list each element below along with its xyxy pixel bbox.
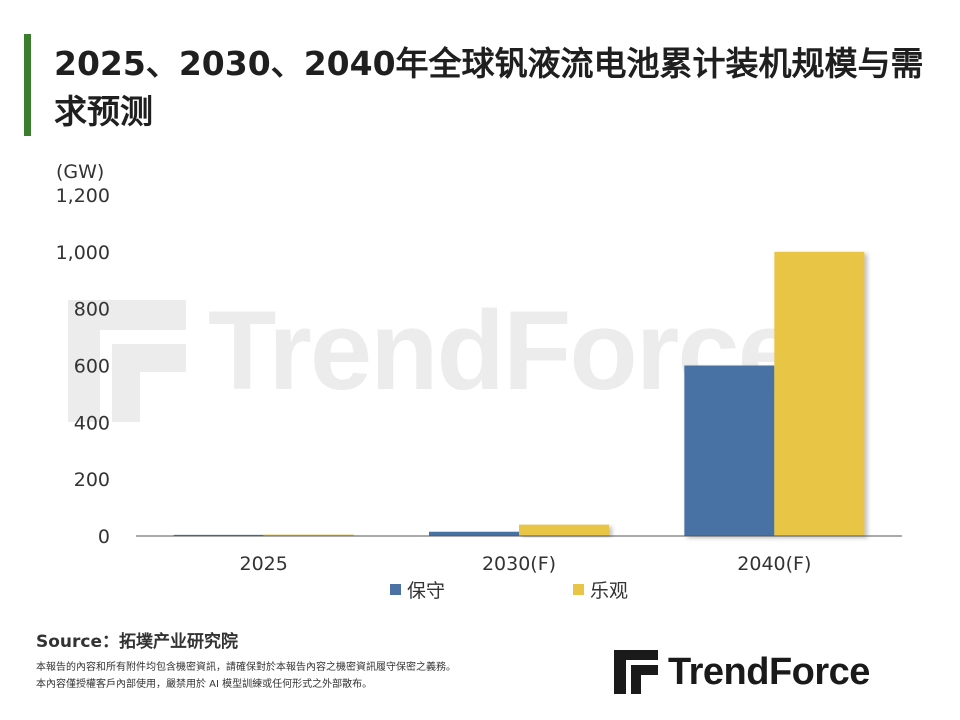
- y-tick-label: 800: [74, 299, 110, 321]
- legend-label-optimistic: 乐观: [590, 579, 629, 602]
- page-title: 2025、2030、2040年全球钒液流电池累计装机规模与需求预测: [54, 44, 924, 131]
- legend-swatch-conservative: [390, 583, 401, 595]
- bar-optimistic-2: [774, 251, 865, 537]
- y-axis-unit-label: (GW): [56, 161, 104, 183]
- legend-label-conservative: 保守: [407, 579, 446, 602]
- y-tick-label: 1,000: [56, 242, 110, 264]
- trendforce-logo: TrendForce: [612, 648, 870, 696]
- bar-optimistic-1: [519, 524, 609, 536]
- bar-conservative-1: [429, 531, 519, 536]
- y-tick-label: 200: [74, 469, 110, 491]
- legend-item-conservative: 保守: [390, 576, 445, 603]
- legend-swatch-optimistic: [573, 583, 585, 595]
- chart-legend: 保守 乐观: [390, 576, 628, 603]
- legend-item-optimistic: 乐观: [573, 576, 628, 603]
- x-tick-label: 2030(F): [482, 553, 556, 575]
- y-tick-label: 1,200: [56, 185, 110, 207]
- trendforce-logo-icon: [614, 650, 658, 694]
- x-tick-label: 2025: [239, 553, 287, 575]
- logo-text: TrendForce: [668, 650, 870, 693]
- title-accent-bar: [24, 34, 31, 136]
- usage-restriction-note: 本內容僅授權客戶內部使用，嚴禁用於 AI 模型訓練或任何形式之外部散布。: [36, 679, 373, 690]
- y-tick-label: 400: [74, 412, 110, 434]
- y-tick-label: 600: [74, 356, 110, 378]
- bar-conservative-2: [684, 365, 775, 536]
- bar-optimistic-0: [263, 534, 354, 536]
- bar-chart: (GW) 0 200 400 600 800 1,000 1,200 2025 2030(F) 20…: [56, 161, 902, 575]
- source-text: Source：拓墣产业研究院: [36, 632, 239, 652]
- confidentiality-note: 本報告的內容和所有附件均包含機密資訊，請確保對於本報告內容之機密資訊履守保密之義…: [36, 662, 456, 673]
- x-tick-label: 2040(F): [737, 553, 811, 575]
- bar-conservative-0: [173, 534, 264, 536]
- y-tick-label: 0: [98, 526, 110, 548]
